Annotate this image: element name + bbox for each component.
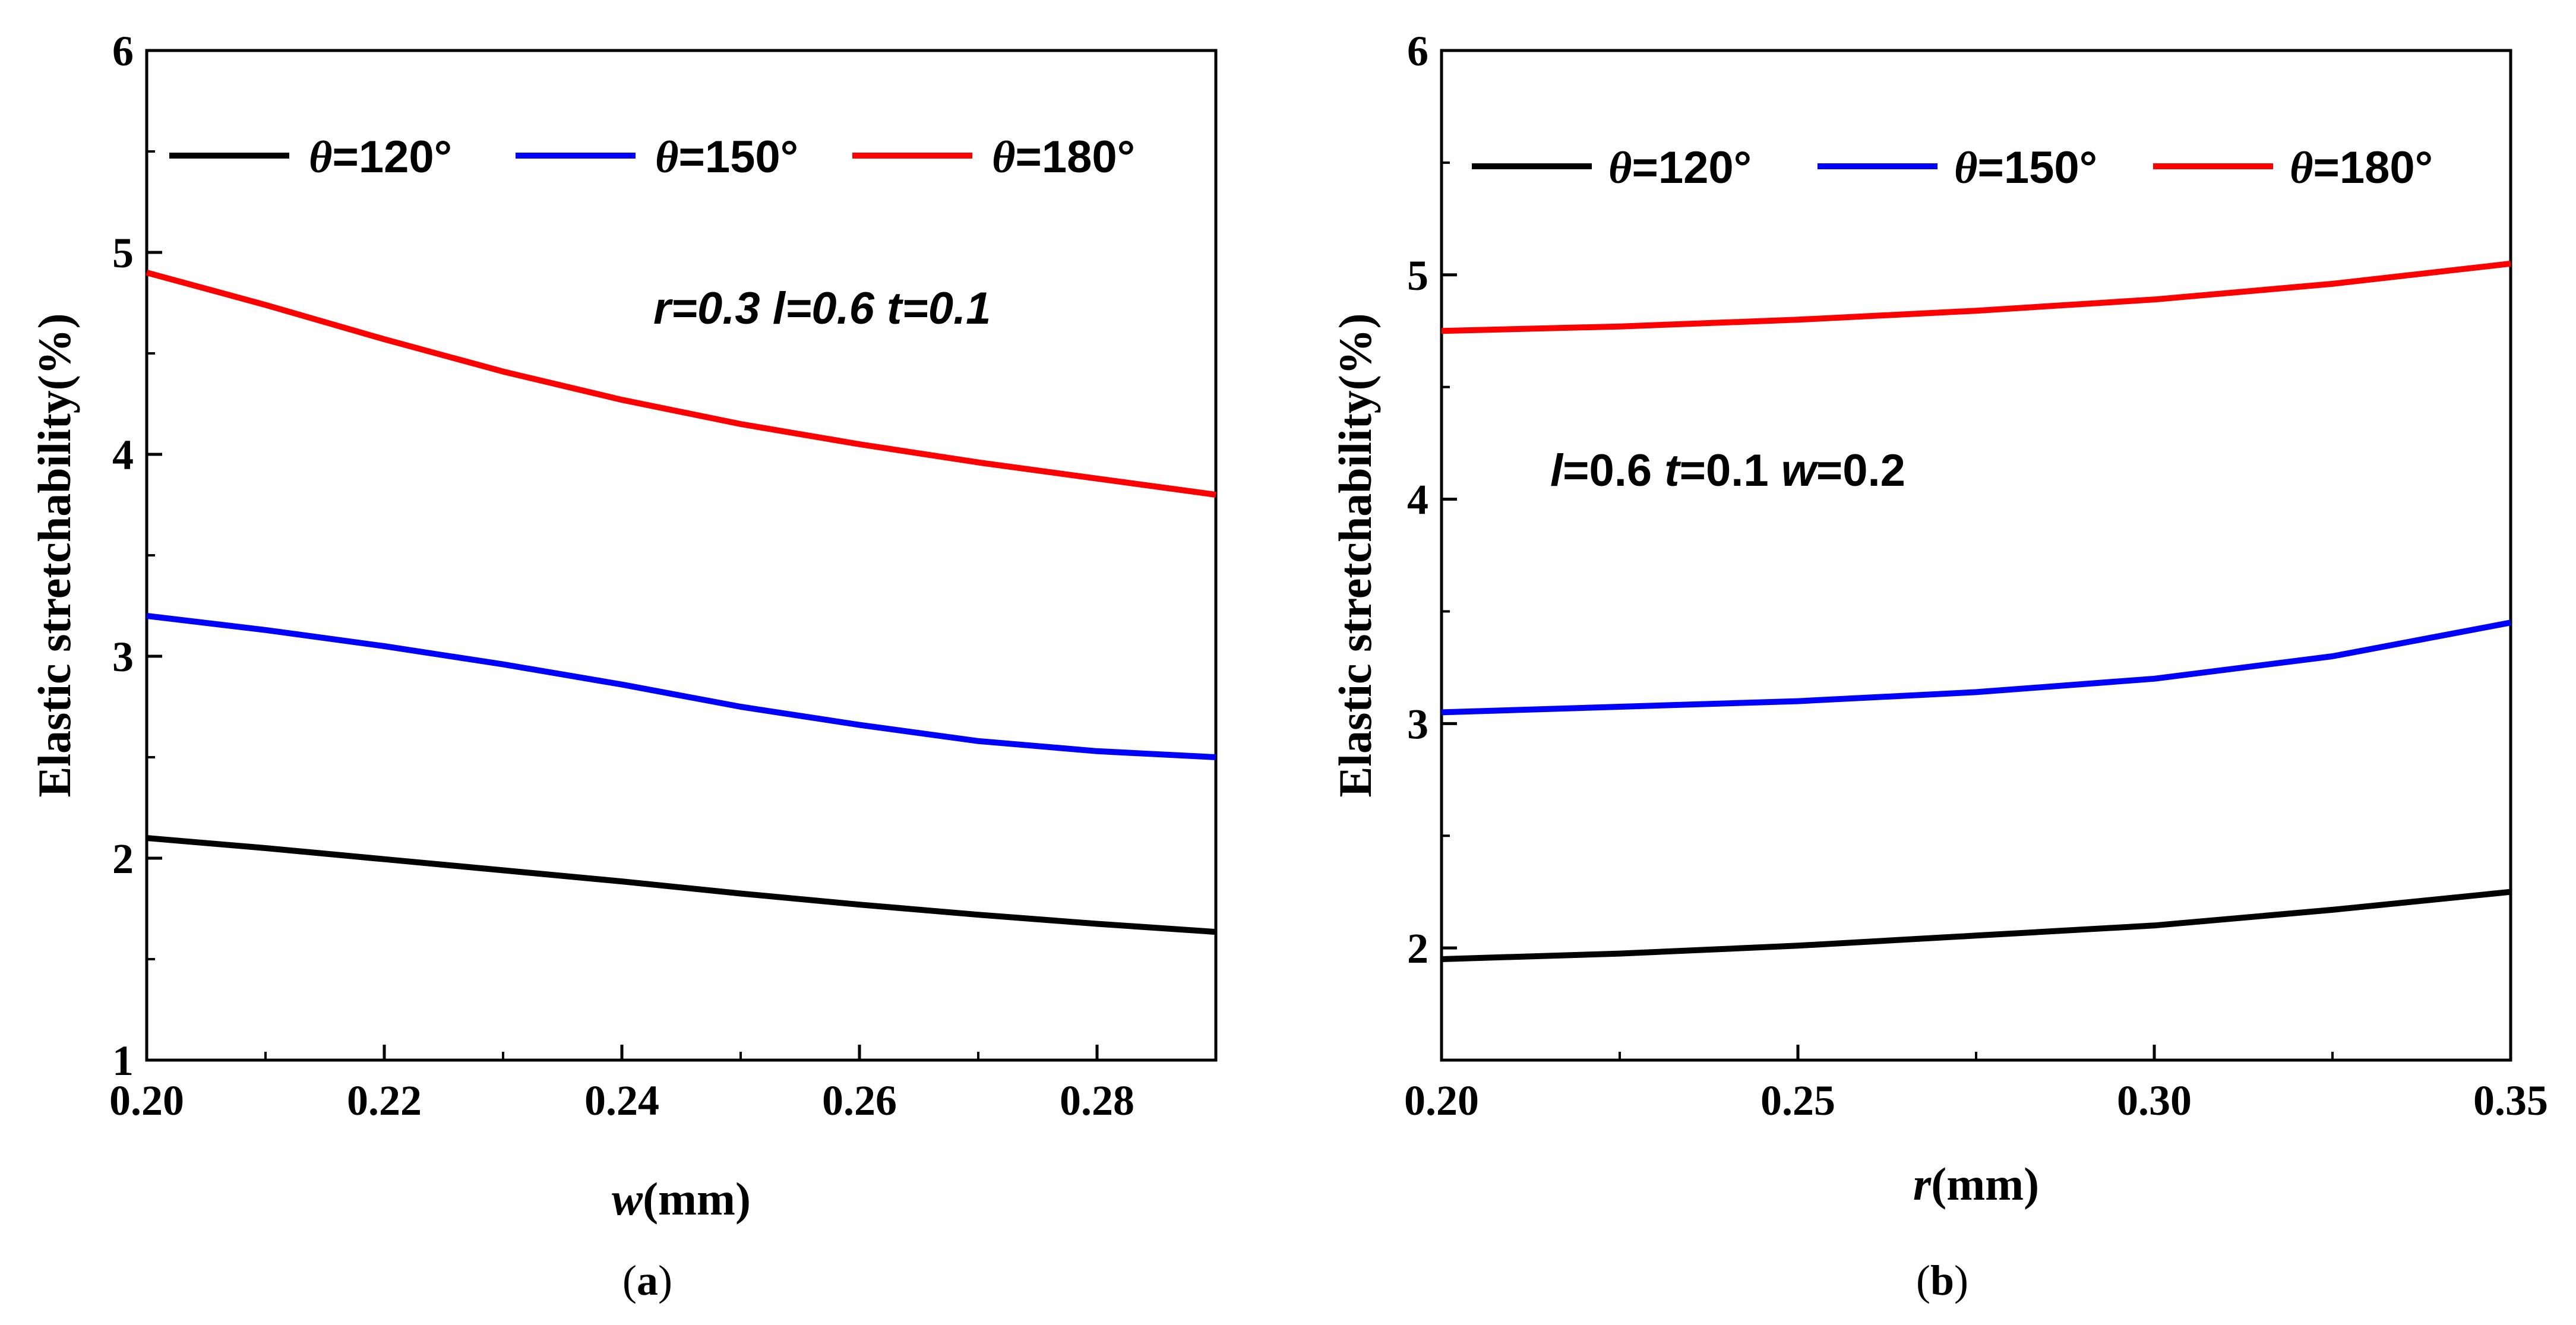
x-tick-label-a-3: 0.26 <box>822 1077 897 1124</box>
series-line-a-1 <box>146 613 1216 760</box>
legend-b: θ=120° θ=150° θ=180° <box>1472 143 2433 193</box>
panel-a: 0.20 0.22 0.24 0.26 0.28 1 2 3 4 5 6 Elastic stret… <box>29 27 1218 1304</box>
y-tick-label-b-4: 6 <box>1407 27 1428 75</box>
ticks-a: 0.20 0.22 0.24 0.26 0.28 1 2 3 4 5 6 <box>109 27 1134 1124</box>
legend-label-a-150: θ=150° <box>655 132 798 182</box>
y-tick-label-b-1: 3 <box>1407 700 1428 748</box>
y-tick-label-a-2: 3 <box>112 633 134 681</box>
legend-label-a-180: θ=180° <box>992 132 1135 182</box>
caption-b: (b) <box>1916 1257 1968 1304</box>
x-axis-var-a: w <box>612 1173 643 1225</box>
x-tick-label-a-0: 0.20 <box>109 1077 184 1124</box>
panel-b: 0.20 0.25 0.30 0.35 2 3 4 5 6 Elastic stretchabi… <box>1329 27 2548 1304</box>
legend-label-b-180: θ=180° <box>2290 143 2433 193</box>
legend-a: θ=120° θ=150° θ=180° <box>169 132 1135 182</box>
caption-a: (a) <box>622 1257 672 1304</box>
x-tick-label-a-2: 0.24 <box>584 1077 659 1124</box>
x-tick-label-b-2: 0.30 <box>2117 1077 2192 1124</box>
y-tick-label-b-3: 5 <box>1407 252 1428 299</box>
series-line-b-2 <box>1441 260 2511 334</box>
x-tick-label-a-1: 0.22 <box>347 1077 422 1124</box>
annotation-a: r=0.3 l=0.6 t=0.1 <box>653 283 991 334</box>
y-tick-label-b-2: 4 <box>1407 476 1428 524</box>
x-axis-title-b: r(mm) <box>1913 1158 2039 1210</box>
x-tick-label-b-3: 0.35 <box>2473 1077 2548 1124</box>
series-line-b-0 <box>1441 888 2511 962</box>
y-axis-title-a: Elastic stretchability(%) <box>29 313 80 797</box>
y-tick-label-b-0: 2 <box>1407 925 1428 972</box>
x-axis-var-b: r <box>1913 1158 1932 1210</box>
x-tick-label-b-0: 0.20 <box>1404 1077 1479 1124</box>
y-axis-title-b: Elastic stretchability(%) <box>1329 313 1381 797</box>
legend-label-b-120: θ=120° <box>1608 143 1752 193</box>
legend-label-a-120: θ=120° <box>309 132 452 182</box>
x-tick-label-b-1: 0.25 <box>1760 1077 1835 1124</box>
series-line-a-2 <box>146 270 1216 498</box>
series-line-b-1 <box>1441 619 2511 716</box>
x-axis-title-a: w(mm) <box>612 1173 751 1225</box>
x-axis-unit-b: (mm) <box>1931 1158 2039 1210</box>
y-tick-label-a-4: 5 <box>112 229 134 277</box>
y-tick-label-a-3: 4 <box>112 431 134 479</box>
y-tick-label-a-1: 2 <box>112 835 134 883</box>
annotation-b: l=0.6 t=0.1 w=0.2 <box>1550 445 1905 496</box>
x-tick-label-a-4: 0.28 <box>1060 1077 1134 1124</box>
x-axis-unit-a: (mm) <box>643 1173 751 1225</box>
series-group-b <box>1441 260 2511 962</box>
series-line-a-0 <box>146 835 1216 935</box>
series-group-a <box>146 270 1216 935</box>
legend-label-b-150: θ=150° <box>1954 143 2097 193</box>
y-tick-label-a-5: 6 <box>112 27 134 75</box>
ticks-b: 0.20 0.25 0.30 0.35 2 3 4 5 6 <box>1404 27 2548 1124</box>
y-tick-label-a-0: 1 <box>112 1037 134 1084</box>
